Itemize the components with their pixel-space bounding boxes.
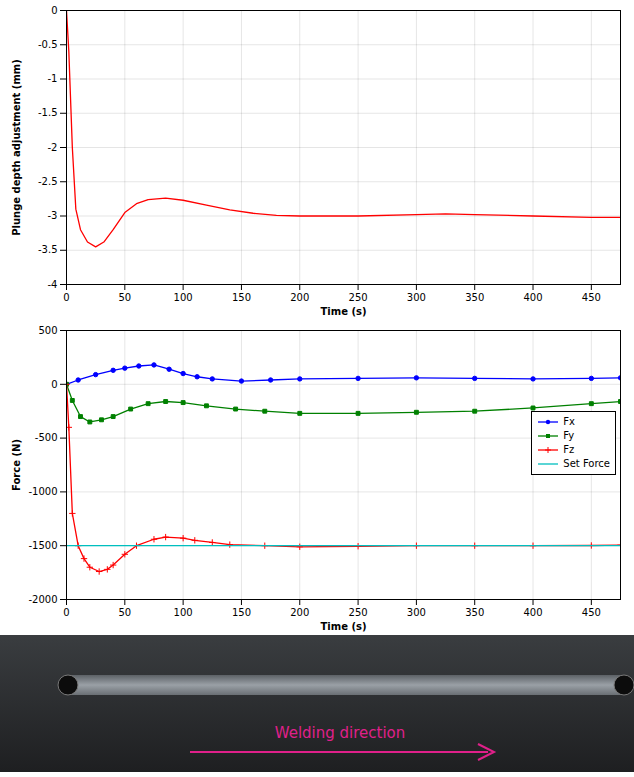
svg-text:200: 200 (290, 607, 309, 618)
svg-text:300: 300 (407, 292, 426, 303)
svg-text:-3: -3 (48, 210, 58, 221)
svg-text:0: 0 (51, 379, 57, 390)
html-text:Fx: Fx (563, 416, 575, 428)
svg-text:Force (N): Force (N) (11, 439, 22, 491)
svg-text:-2.5: -2.5 (38, 176, 58, 187)
html-text:Set Force: Set Force (563, 458, 610, 470)
svg-text:400: 400 (523, 292, 542, 303)
svg-text:Time (s): Time (s) (320, 621, 366, 632)
svg-text:Welding direction: Welding direction (275, 724, 406, 742)
svg-text:-1.5: -1.5 (38, 107, 58, 118)
svg-text:-1000: -1000 (28, 486, 57, 497)
svg-text:-2000: -2000 (28, 594, 57, 605)
html-text:Fz: Fz (563, 444, 575, 456)
svg-text:50: 50 (118, 292, 131, 303)
svg-text:250: 250 (349, 292, 368, 303)
svg-text:500: 500 (38, 325, 57, 336)
svg-text:0: 0 (63, 292, 69, 303)
svg-text:350: 350 (465, 292, 484, 303)
svg-text:Time (s): Time (s) (320, 306, 366, 317)
svg-text:Plunge depth adjustment (mm): Plunge depth adjustment (mm) (11, 59, 22, 236)
svg-text:-4: -4 (48, 279, 58, 290)
html-text:Fy: Fy (563, 430, 575, 442)
svg-text:200: 200 (290, 292, 309, 303)
svg-text:250: 250 (349, 607, 368, 618)
svg-text:450: 450 (582, 292, 601, 303)
svg-text:-1500: -1500 (28, 540, 57, 551)
svg-text:-1: -1 (48, 73, 58, 84)
svg-text:-0.5: -0.5 (38, 39, 58, 50)
svg-text:50: 50 (118, 607, 131, 618)
svg-text:150: 150 (232, 607, 251, 618)
svg-text:300: 300 (407, 607, 426, 618)
svg-text:350: 350 (465, 607, 484, 618)
svg-text:100: 100 (174, 607, 193, 618)
svg-text:150: 150 (232, 292, 251, 303)
svg-text:100: 100 (174, 292, 193, 303)
svg-text:-500: -500 (35, 432, 58, 443)
svg-text:0: 0 (51, 5, 57, 16)
svg-text:0: 0 (63, 607, 69, 618)
svg-text:-2: -2 (48, 142, 58, 153)
svg-text:450: 450 (582, 607, 601, 618)
svg-text:-3.5: -3.5 (38, 244, 58, 255)
svg-text:400: 400 (523, 607, 542, 618)
